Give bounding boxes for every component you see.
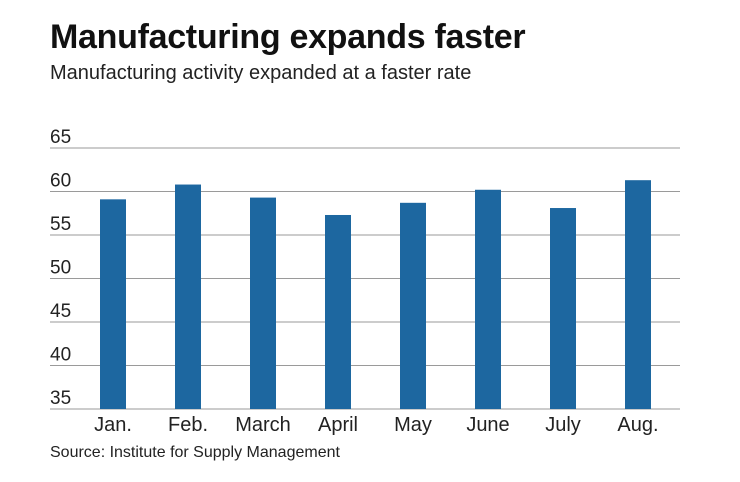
y-tick-label: 55 [50,214,71,235]
x-category-label: July [545,414,581,436]
y-tick-label: 50 [50,258,71,279]
bar [625,180,651,409]
bars [100,180,651,409]
x-category-label: June [466,414,509,436]
bar [175,184,201,409]
x-axis-categories: Jan. Feb. March April May June July Aug. [94,414,658,436]
y-tick-label: 35 [50,388,71,409]
y-axis-ticks: 35 40 45 50 55 60 65 [50,127,71,409]
y-tick-label: 65 [50,127,71,148]
chart-title: Manufacturing expands faster [50,18,526,56]
gridlines [50,147,680,410]
y-tick-label: 45 [50,301,71,322]
y-tick-label: 40 [50,345,71,366]
bar [400,202,426,409]
x-category-label: Jan. [94,414,132,436]
x-category-label: April [318,414,358,436]
chart-source: Source: Institute for Supply Management [50,444,340,461]
chart-subtitle: Manufacturing activity expanded at a fas… [50,62,472,84]
bar [250,197,276,409]
x-category-label: March [235,414,291,436]
x-category-label: Feb. [168,414,208,436]
x-category-label: May [394,414,432,436]
bar [100,199,126,409]
bar [325,214,351,409]
x-category-label: Aug. [617,414,658,436]
bar [475,189,501,409]
bar [550,208,576,409]
y-tick-label: 60 [50,171,71,192]
